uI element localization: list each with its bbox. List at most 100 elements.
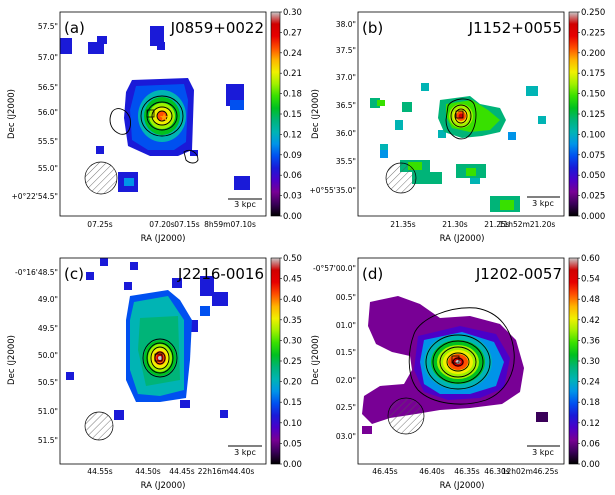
y-tick-label: 01.5" — [336, 348, 356, 357]
x-tick-label: 07.15s — [174, 220, 199, 229]
colorbar-tick-label: 0.06 — [581, 439, 600, 449]
colorbar-tick-label: 0.48 — [581, 295, 600, 305]
scale-label: 3 kpc — [234, 200, 256, 209]
colorbar-tick-label: 0.225 — [581, 28, 605, 38]
y-tick-label: 56.0" — [38, 108, 58, 117]
scale-label: 3 kpc — [532, 448, 554, 457]
y-tick-label: 55.0" — [38, 164, 58, 173]
colorbar-tick-label: 0.21 — [283, 69, 302, 79]
colorbar — [568, 257, 579, 465]
marker-square — [451, 355, 460, 364]
y-tick-label: 36.0" — [336, 129, 356, 138]
y-tick-label: +0°22'54.5" — [11, 192, 58, 201]
y-tick-label: 37.5" — [336, 46, 356, 55]
colorbar-tick-label: 0.05 — [283, 439, 302, 449]
beam-ellipse — [387, 397, 425, 435]
colorbar-tick-label: 0.000 — [581, 212, 605, 222]
colorbar-tick-label: 0.20 — [283, 378, 302, 388]
y-tick-label: 02.0" — [336, 376, 356, 385]
colorbar-tick-label: 0.54 — [581, 275, 600, 285]
y-tick-label: 35.5" — [336, 157, 356, 166]
beam-ellipse — [84, 161, 118, 195]
map-blobs — [370, 83, 546, 212]
x-tick-label: 12h02m46.25s — [502, 467, 559, 476]
marker-star: ★ — [159, 111, 169, 124]
x-axis-label: RA (J2000) — [440, 234, 485, 244]
y-tick-label: 37.0" — [336, 73, 356, 82]
colorbar-tick-label: 0.050 — [581, 171, 605, 181]
x-tick-label: 46.45s — [372, 467, 397, 476]
colorbar-tick-label: 0.200 — [581, 49, 605, 59]
x-tick-label: 44.55s — [87, 467, 112, 476]
colorbar-tick-label: 0.00 — [283, 212, 302, 222]
colorbar-tick-label: 0.30 — [283, 8, 302, 18]
contours — [109, 95, 199, 164]
colorbar-tick-label: 0.15 — [283, 110, 302, 120]
colorbar-tick-label: 0.075 — [581, 151, 605, 161]
y-axis-label: Dec (J2000) — [311, 335, 321, 385]
y-tick-label: 02.5" — [336, 403, 356, 412]
marker-square — [455, 110, 464, 119]
colorbar-tick-label: 0.15 — [283, 398, 302, 408]
x-tick-label: 21.30s — [442, 220, 467, 229]
y-tick-label: 49.5" — [38, 324, 58, 333]
colorbar-tick-label: 0.27 — [283, 28, 302, 38]
y-tick-label: -0°57'00.0" — [313, 264, 356, 273]
x-tick-label: 8h59m07.10s — [204, 220, 256, 229]
plot-frame — [357, 11, 565, 217]
colorbar-tick-label: 0.09 — [283, 151, 302, 161]
colorbar-tick-label: 0.18 — [283, 90, 302, 100]
x-tick-label: 11h52m21.20s — [499, 220, 556, 229]
x-axis-label: RA (J2000) — [141, 481, 186, 491]
y-tick-label: 00.5" — [336, 293, 356, 302]
y-tick-label: -0°16'48.5" — [15, 268, 58, 277]
colorbar-tick-label: 0.50 — [283, 254, 302, 264]
colorbar-tick-label: 0.12 — [283, 130, 302, 140]
colorbar-tick-label: 0.10 — [283, 419, 302, 429]
colorbar-tick-label: 0.00 — [283, 460, 302, 470]
panel-label: (c) — [64, 265, 84, 283]
x-tick-label: 46.30s — [484, 467, 509, 476]
colorbar-tick-label: 0.100 — [581, 130, 605, 140]
colorbar-tick-label: 0.24 — [283, 49, 302, 59]
x-tick-label: 07.20s — [149, 220, 174, 229]
x-tick-label: 22h16m44.40s — [198, 467, 255, 476]
panel-d: 3 kpc (d) J1202-0057 -0°57'00.0" 00.5" 01.… — [311, 254, 600, 491]
colorbar-tick-label: 0.00 — [581, 460, 600, 470]
y-tick-label: +0°55'35.0" — [309, 186, 356, 195]
plot-frame — [357, 257, 565, 465]
scale-label: 3 kpc — [234, 448, 256, 457]
x-axis-label: RA (J2000) — [440, 481, 485, 491]
marker-square — [154, 353, 163, 362]
contours — [408, 307, 515, 405]
y-tick-label: 38.0" — [336, 20, 356, 29]
colorbar-tick-label: 0.30 — [581, 357, 600, 367]
panel-c: 3 kpc (c) J2216-0016 -0°16'48.5" 49.0" 49.… — [7, 254, 302, 491]
panel-title: J0859+0022 — [170, 19, 264, 37]
x-tick-label: 07.25s — [87, 220, 112, 229]
colorbar — [568, 11, 579, 217]
y-tick-label: 49.0" — [38, 295, 58, 304]
x-tick-label: 21.25s — [484, 220, 509, 229]
x-tick-label: 44.50s — [135, 467, 160, 476]
y-tick-label: 51.5" — [38, 436, 58, 445]
marker-square — [146, 109, 155, 118]
colorbar-tick-label: 0.175 — [581, 69, 605, 79]
colorbar-tick-label: 0.42 — [581, 316, 600, 326]
panel-a: ★ 3 kpc (a) J0859+0022 57.5" 57.0" 56.5" 56… — [7, 8, 302, 244]
colorbar-tick-label: 0.45 — [283, 275, 302, 285]
y-tick-label: 57.5" — [38, 22, 58, 31]
y-axis-label: Dec (J2000) — [7, 89, 17, 139]
colorbar-tick-label: 0.25 — [283, 357, 302, 367]
colorbar-tick-label: 0.025 — [581, 192, 605, 202]
scale-label: 3 kpc — [532, 199, 554, 208]
x-tick-label: 44.45s — [169, 467, 194, 476]
y-tick-label: 51.0" — [38, 407, 58, 416]
plot-frame — [59, 11, 267, 217]
colorbar-tick-label: 0.12 — [581, 419, 600, 429]
y-tick-label: 01.0" — [336, 321, 356, 330]
colorbar-tick-label: 0.40 — [283, 295, 302, 305]
colorbar-tick-label: 0.06 — [283, 171, 302, 181]
panel-title: J1152+0055 — [468, 19, 562, 37]
y-tick-label: 50.5" — [38, 378, 58, 387]
